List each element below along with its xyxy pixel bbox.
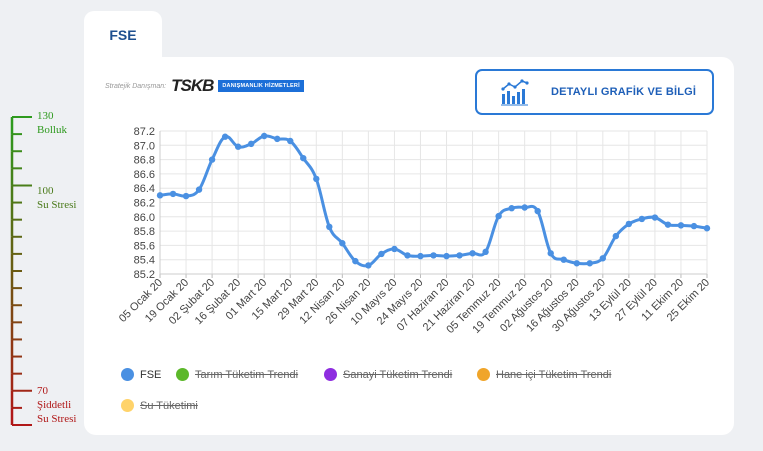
fse-data-point (573, 260, 580, 267)
stress-scale-ruler (10, 116, 32, 426)
legend-water-consumption-dot (121, 399, 134, 412)
advisory-services-badge: DANIŞMANLIK HİZMETLERİ (218, 80, 304, 92)
y-tick-label: 86.0 (134, 212, 155, 224)
legend-item-water-consumption[interactable]: Su Tüketimi (121, 399, 198, 412)
detailed-chart-button-label: DETAYLI GRAFİK VE BİLGİ (551, 86, 697, 98)
y-tick-label: 85.8 (134, 226, 155, 238)
legend-fse-label: FSE (140, 368, 162, 381)
fse-data-point (443, 252, 450, 260)
fse-data-point (612, 232, 620, 240)
fse-series-line (159, 134, 708, 268)
advisor-label: Stratejik Danışman: (105, 82, 167, 90)
fse-line-chart: 85.2 85.4 85.6 85.8 86.0 86.2 86.4 86.6 86.8 87.0… (117, 126, 712, 336)
fse-data-point (651, 214, 659, 221)
legend-household-label: Hane içi Tüketim Trendi (496, 368, 612, 381)
fse-data-point (638, 215, 646, 223)
fse-data-point (417, 252, 424, 260)
fse-data-point (156, 192, 164, 199)
fse-data-point (456, 252, 463, 259)
fse-data-point (352, 257, 359, 265)
fse-data-point (287, 137, 294, 145)
legend-item-agriculture[interactable]: Tarım Tüketim Trendi (176, 368, 298, 381)
fse-data-point (534, 207, 541, 215)
legend-item-household[interactable]: Hane içi Tüketim Trendi (477, 368, 611, 381)
y-tick-label: 86.2 (134, 198, 155, 210)
scale-top-value: 130 (37, 110, 54, 122)
fse-data-point (430, 252, 437, 259)
fse-data-point (404, 252, 411, 259)
y-tick-label: 87.0 (134, 140, 155, 152)
fse-data-point (690, 222, 698, 230)
fse-data-point (482, 248, 489, 256)
legend-agriculture-label: Tarım Tüketim Trendi (195, 368, 299, 381)
legend-item-industry[interactable]: Sanayi Tüketim Trendi (324, 368, 452, 381)
y-tick-label: 86.4 (134, 183, 155, 195)
fse-data-point (247, 140, 255, 148)
y-tick-label: 87.2 (134, 126, 155, 138)
legend-fse-dot (121, 368, 134, 381)
legend-item-fse[interactable]: FSE (121, 368, 161, 381)
scale-mid-value: 100 (37, 185, 54, 197)
fse-data-point (521, 204, 528, 211)
bar-chart-icon (501, 79, 529, 106)
scale-bottom-value: 70 (37, 385, 48, 397)
scale-top-text: Bolluk (37, 124, 67, 136)
fse-data-point (560, 256, 567, 263)
fse-data-point (326, 223, 333, 231)
fse-data-point (208, 156, 216, 163)
legend-agriculture-dot (176, 368, 189, 381)
detailed-chart-button[interactable]: DETAYLI GRAFİK VE BİLGİ (475, 69, 714, 115)
y-tick-label: 86.8 (134, 155, 155, 167)
fse-data-point (221, 133, 229, 140)
fse-data-point (599, 255, 607, 262)
fse-data-point (313, 175, 320, 183)
fse-data-point (234, 143, 242, 150)
y-tick-label: 85.6 (134, 240, 155, 252)
fse-data-point (274, 135, 281, 143)
legend-industry-label: Sanayi Tüketim Trendi (343, 368, 453, 381)
tskb-logo: TSKB (171, 76, 214, 95)
fse-data-point (469, 250, 476, 257)
fse-data-point (625, 220, 633, 228)
legend-industry-dot (324, 368, 337, 381)
legend-household-dot (477, 368, 490, 381)
fse-data-point (508, 205, 515, 212)
scale-mid-text: Su Stresi (37, 199, 77, 211)
fse-data-point (547, 250, 554, 257)
fse-data-point (182, 192, 190, 200)
fse-data-point (703, 225, 711, 232)
scale-bottom-text-2: Su Stresi (37, 413, 77, 425)
fse-data-point (260, 132, 268, 140)
fse-data-point (664, 221, 672, 228)
fse-data-point (195, 186, 203, 193)
tab-fse-label: FSE (109, 27, 137, 43)
strategic-advisor: Stratejik Danışman: TSKB DANIŞMANLIK HİZ… (105, 76, 304, 95)
fse-data-point (169, 190, 177, 198)
stress-scale: 130 Bolluk 100 Su Stresi 70 Şiddetli Su … (0, 0, 90, 451)
fse-data-point (378, 250, 385, 258)
fse-data-point (677, 222, 685, 229)
legend-water-consumption-label: Su Tüketimi (140, 399, 198, 412)
fse-data-point (300, 154, 307, 162)
y-tick-label: 86.6 (134, 169, 155, 181)
fse-data-point (586, 260, 593, 267)
scale-bottom-text-1: Şiddetli (37, 399, 72, 411)
tab-fse[interactable]: FSE (84, 11, 162, 59)
y-tick-label: 85.4 (134, 255, 155, 267)
y-tick-label: 85.2 (134, 269, 155, 281)
fse-data-point (339, 240, 346, 247)
chart-card: Stratejik Danışman: TSKB DANIŞMANLIK HİZ… (84, 57, 734, 435)
fse-data-point (365, 262, 372, 269)
fse-data-point (391, 245, 398, 253)
fse-data-point (495, 212, 502, 220)
